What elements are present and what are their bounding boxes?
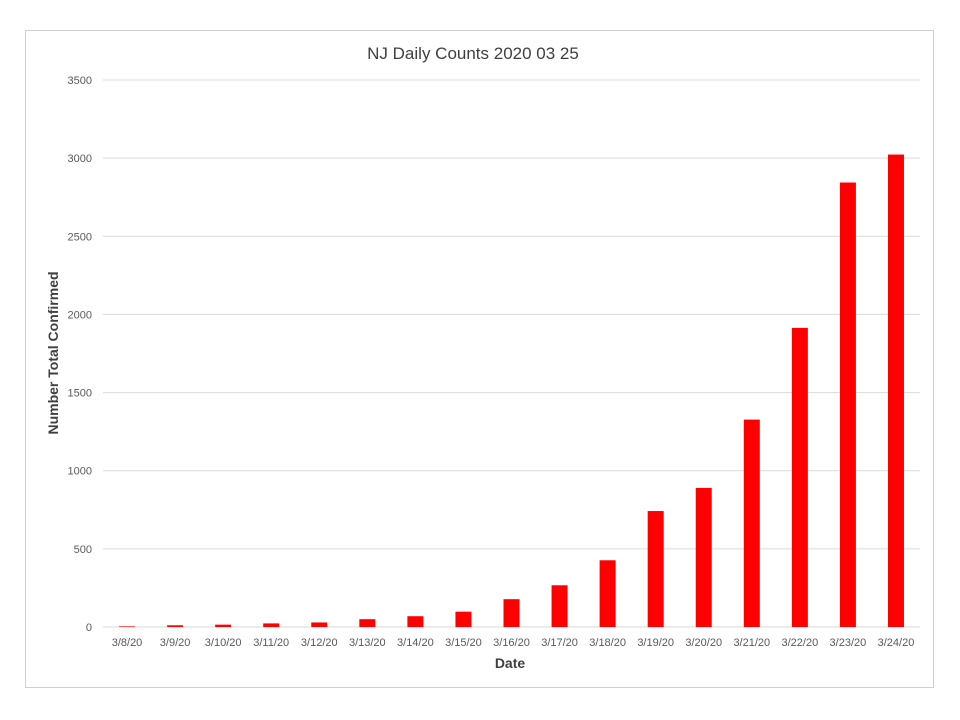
x-tick-label: 3/8/20 <box>112 637 143 649</box>
bar <box>551 585 568 627</box>
x-tick-label: 3/21/20 <box>733 637 770 649</box>
x-tick-label: 3/12/20 <box>301 637 338 649</box>
gridlines <box>103 79 920 628</box>
bar <box>311 622 328 627</box>
bar <box>647 511 664 627</box>
x-tick-label: 3/18/20 <box>589 637 626 649</box>
x-tick-label: 3/20/20 <box>685 637 722 649</box>
x-axis-ticks: 3/8/20 3/9/20 3/10/20 3/11/20 3/12/20 3/13/20… <box>112 637 915 649</box>
x-tick-label: 3/22/20 <box>782 637 819 649</box>
x-tick-label: 3/11/20 <box>253 637 289 649</box>
y-tick-label: 2500 <box>68 231 92 243</box>
bar <box>407 616 424 627</box>
y-tick-label: 0 <box>86 622 92 634</box>
x-tick-label: 3/10/20 <box>205 637 242 649</box>
bar <box>743 419 760 627</box>
chart-title: NJ Daily Counts 2020 03 25 <box>367 44 579 63</box>
bar <box>791 327 808 627</box>
bar <box>887 154 904 627</box>
y-tick-label: 1500 <box>68 388 92 400</box>
bar <box>455 611 472 627</box>
bar <box>695 487 712 627</box>
x-axis-title: Date <box>495 655 526 671</box>
y-axis-ticks: 0 500 1000 1500 2000 2500 3000 3500 <box>68 75 92 634</box>
y-tick-label: 1000 <box>68 466 92 478</box>
x-tick-label: 3/19/20 <box>637 637 674 649</box>
chart-frame <box>25 30 934 688</box>
x-tick-label: 3/23/20 <box>830 637 867 649</box>
bar <box>599 560 616 627</box>
bar <box>503 599 520 627</box>
bar <box>215 624 232 627</box>
bar <box>839 182 856 627</box>
x-tick-label: 3/9/20 <box>160 637 191 649</box>
bar <box>167 625 184 627</box>
y-tick-label: 500 <box>74 544 92 556</box>
bars <box>119 154 904 627</box>
x-tick-label: 3/13/20 <box>349 637 386 649</box>
x-tick-label: 3/15/20 <box>445 637 482 649</box>
y-tick-label: 3500 <box>68 75 92 87</box>
bar <box>359 619 376 627</box>
bar <box>119 626 136 627</box>
y-axis-title: Number Total Confirmed <box>45 271 61 434</box>
x-tick-label: 3/16/20 <box>493 637 530 649</box>
x-tick-label: 3/14/20 <box>397 637 434 649</box>
y-tick-label: 3000 <box>68 153 92 165</box>
x-tick-label: 3/17/20 <box>541 637 578 649</box>
x-tick-label: 3/24/20 <box>878 637 915 649</box>
y-tick-label: 2000 <box>68 309 92 321</box>
bar <box>263 623 280 627</box>
